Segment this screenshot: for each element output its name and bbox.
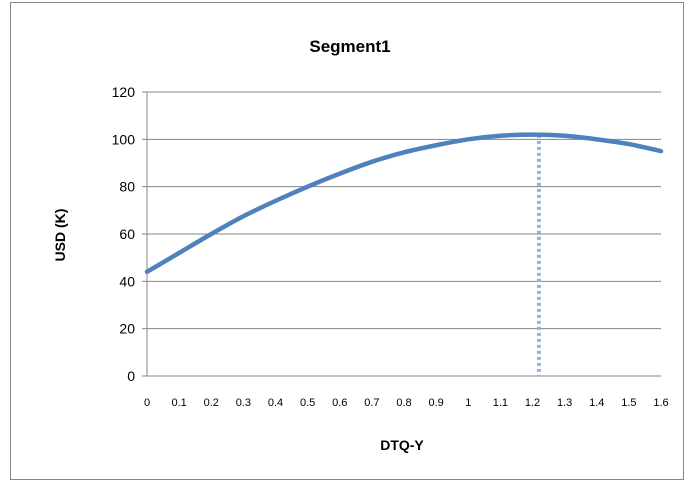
x-tick-label: 1.6	[653, 397, 668, 409]
y-tick-labels: 0 20 40 60 80 100 120	[112, 84, 136, 384]
x-tick-label: 0.4	[268, 397, 283, 409]
series-group	[144, 132, 664, 275]
series-line	[144, 132, 664, 275]
axes	[142, 91, 661, 377]
y-axis-title: USD (K)	[52, 209, 68, 262]
x-tick-label: 1.5	[621, 397, 636, 409]
y-tick-label: 20	[119, 321, 135, 337]
x-tick-label: 1.1	[493, 397, 508, 409]
y-tick-label: 80	[119, 179, 135, 195]
x-tick-label: 0.7	[364, 397, 379, 409]
x-tick-label: 0.3	[236, 397, 251, 409]
x-tick-label: 0.6	[332, 397, 347, 409]
y-tick-label: 40	[119, 273, 135, 289]
x-tick-label: 1.2	[525, 397, 540, 409]
chart-frame	[10, 2, 684, 480]
x-tick-labels: 0 0.1 0.2 0.3 0.4 0.5 0.6 0.7 0.8 0.9 1 1.1 1.2 1.3 1.…	[144, 397, 669, 409]
x-tick-label: 0.9	[428, 397, 443, 409]
x-tick-label: 1	[465, 397, 471, 409]
chart-title: Segment1	[309, 37, 390, 56]
x-tick-label: 1.3	[557, 397, 572, 409]
x-tick-label: 1.4	[589, 397, 604, 409]
x-tick-label: 0.2	[204, 397, 219, 409]
y-tick-label: 60	[119, 226, 135, 242]
x-tick-label: 0	[144, 397, 150, 409]
gridlines	[147, 91, 661, 330]
x-axis-title: DTQ-Y	[380, 437, 424, 453]
y-tick-label: 120	[112, 84, 136, 100]
x-tick-label: 0.8	[396, 397, 411, 409]
y-tick-label: 0	[127, 368, 135, 384]
x-tick-label: 0.1	[171, 397, 186, 409]
y-tick-label: 100	[112, 131, 136, 147]
x-tick-label: 0.5	[300, 397, 315, 409]
